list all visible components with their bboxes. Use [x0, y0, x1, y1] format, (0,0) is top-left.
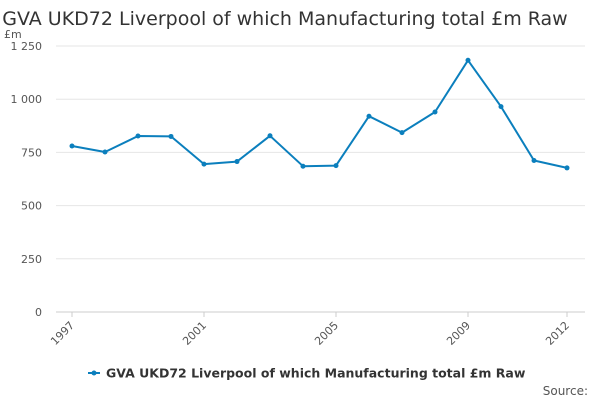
x-tick-label: 2001	[180, 319, 209, 348]
y-tick-label: 500	[21, 200, 42, 213]
data-point[interactable]	[267, 133, 273, 139]
gridlines	[56, 45, 585, 313]
x-axis-ticks: 1997 2001 2005 2009 2012	[48, 312, 572, 348]
data-point[interactable]	[432, 109, 438, 115]
x-tick-label: 2009	[444, 319, 473, 348]
chart-title: GVA UKD72 Liverpool of which Manufacturi…	[2, 8, 567, 30]
data-point[interactable]	[168, 133, 174, 139]
data-point[interactable]	[498, 104, 504, 110]
data-point[interactable]	[201, 161, 207, 167]
data-point[interactable]	[366, 113, 372, 119]
data-point[interactable]	[69, 143, 75, 149]
legend-marker-swatch	[91, 370, 97, 376]
data-point[interactable]	[399, 130, 405, 136]
y-tick-label: 1 000	[11, 93, 43, 106]
data-point[interactable]	[135, 133, 141, 139]
source-label: Source:	[543, 384, 588, 398]
x-tick-label: 2012	[543, 319, 572, 348]
y-tick-label: 750	[21, 146, 42, 159]
data-point[interactable]	[333, 163, 339, 169]
data-point[interactable]	[234, 159, 240, 165]
series-layer	[69, 57, 570, 171]
data-point[interactable]	[102, 149, 108, 155]
series-line	[71, 59, 568, 169]
x-tick-label: 2005	[312, 319, 341, 348]
legend-label: GVA UKD72 Liverpool of which Manufacturi…	[106, 366, 526, 381]
y-tick-label: 0	[35, 306, 42, 319]
y-tick-label: 250	[21, 253, 42, 266]
y-axis-ticks: 0 250 500 750 1 000 1 250	[11, 40, 43, 319]
y-tick-label: 1 250	[11, 40, 43, 53]
data-point[interactable]	[300, 163, 306, 169]
data-point[interactable]	[564, 165, 570, 171]
x-tick-label: 1997	[48, 319, 77, 348]
data-point[interactable]	[531, 157, 537, 163]
y-axis-unit: £m	[4, 28, 22, 41]
legend[interactable]: GVA UKD72 Liverpool of which Manufacturi…	[88, 366, 526, 381]
data-point[interactable]	[465, 57, 471, 63]
